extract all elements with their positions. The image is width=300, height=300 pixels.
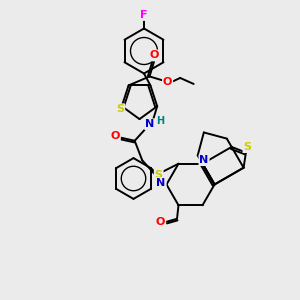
Text: O: O: [110, 131, 120, 141]
Text: N: N: [157, 178, 166, 188]
Text: O: O: [149, 50, 159, 61]
Text: S: S: [243, 142, 251, 152]
Text: S: S: [116, 104, 124, 114]
Text: N: N: [145, 119, 154, 129]
Text: N: N: [200, 155, 208, 165]
Text: H: H: [156, 116, 164, 126]
Text: S: S: [155, 170, 163, 180]
Text: F: F: [140, 10, 148, 20]
Text: O: O: [156, 217, 165, 227]
Text: O: O: [163, 77, 172, 88]
